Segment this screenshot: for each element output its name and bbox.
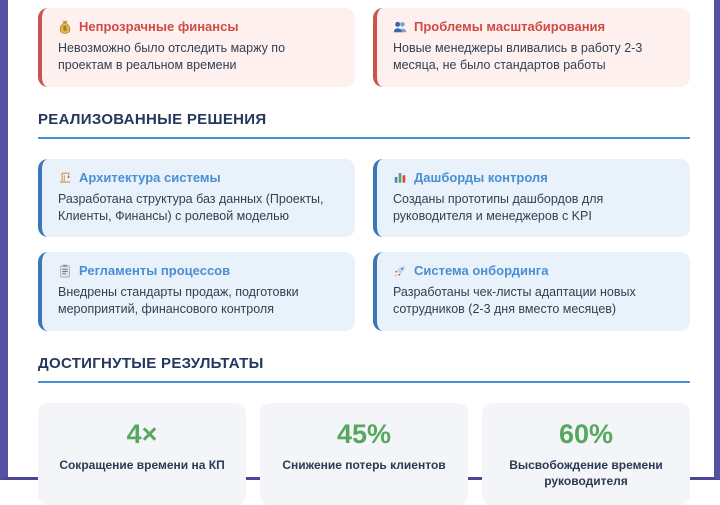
result-value: 45% — [270, 420, 458, 450]
result-card-client-loss: 45% Снижение потерь клиентов — [260, 403, 468, 505]
problem-card-body: Невозможно было отследить маржу по проек… — [58, 40, 339, 75]
result-value: 4× — [48, 420, 236, 450]
results-row: 4× Сокращение времени на КП 45% Снижение… — [38, 403, 690, 505]
result-label: Снижение потерь клиентов — [270, 458, 458, 474]
solution-card-title-row: Система онбординга — [393, 263, 674, 278]
solution-card-title-row: Дашборды контроля — [393, 170, 674, 185]
result-label: Сокращение времени на КП — [48, 458, 236, 474]
problem-card-body: Новые менеджеры вливались в работу 2-3 м… — [393, 40, 674, 75]
problem-card-title-row: Проблемы масштабирования — [393, 19, 674, 34]
result-label: Высвобождение времени руководителя — [492, 458, 680, 489]
money-bag-icon: $ — [58, 20, 72, 34]
solution-card-title-row: Регламенты процессов — [58, 263, 339, 278]
solution-card-dashboards: Дашборды контроля Созданы прототипы дашб… — [373, 159, 690, 238]
clipboard-icon — [58, 264, 72, 278]
solution-card-body: Внедрены стандарты продаж, подготовки ме… — [58, 284, 339, 319]
bar-chart-icon — [393, 170, 407, 184]
problem-card-title-row: $ Непрозрачные финансы — [58, 19, 339, 34]
solution-card-title: Дашборды контроля — [414, 170, 548, 185]
page-content: $ Непрозрачные финансы Невозможно было о… — [8, 0, 714, 505]
solution-card-title-row: Архитектура системы — [58, 170, 339, 185]
construction-crane-icon — [58, 170, 72, 184]
rocket-icon — [393, 264, 407, 278]
solutions-section-heading: РЕАЛИЗОВАННЫЕ РЕШЕНИЯ — [38, 111, 690, 139]
results-section-heading: ДОСТИГНУТЫЕ РЕЗУЛЬТАТЫ — [38, 355, 690, 383]
problem-card-title: Непрозрачные финансы — [79, 19, 238, 34]
result-value: 60% — [492, 420, 680, 450]
solution-card-body: Созданы прототипы дашбордов для руководи… — [393, 191, 674, 226]
solution-card-title: Регламенты процессов — [79, 263, 230, 278]
solution-card-title: Архитектура системы — [79, 170, 221, 185]
solution-card-onboarding: Система онбординга Разработаны чек-листы… — [373, 252, 690, 331]
solution-card-title: Система онбординга — [414, 263, 548, 278]
users-icon — [393, 20, 407, 34]
solution-card-regulations: Регламенты процессов Внедрены стандарты … — [38, 252, 355, 331]
solutions-grid: Архитектура системы Разработана структур… — [38, 159, 690, 331]
result-card-proposal-time: 4× Сокращение времени на КП — [38, 403, 246, 505]
problems-row: $ Непрозрачные финансы Невозможно было о… — [38, 8, 690, 87]
solution-card-architecture: Архитектура системы Разработана структур… — [38, 159, 355, 238]
problem-card-scaling: Проблемы масштабирования Новые менеджеры… — [373, 8, 690, 87]
result-card-manager-time: 60% Высвобождение времени руководителя — [482, 403, 690, 505]
problem-card-finance: $ Непрозрачные финансы Невозможно было о… — [38, 8, 355, 87]
solution-card-body: Разработаны чек-листы адаптации новых со… — [393, 284, 674, 319]
problem-card-title: Проблемы масштабирования — [414, 19, 605, 34]
svg-text:$: $ — [63, 25, 67, 32]
solution-card-body: Разработана структура баз данных (Проект… — [58, 191, 339, 226]
